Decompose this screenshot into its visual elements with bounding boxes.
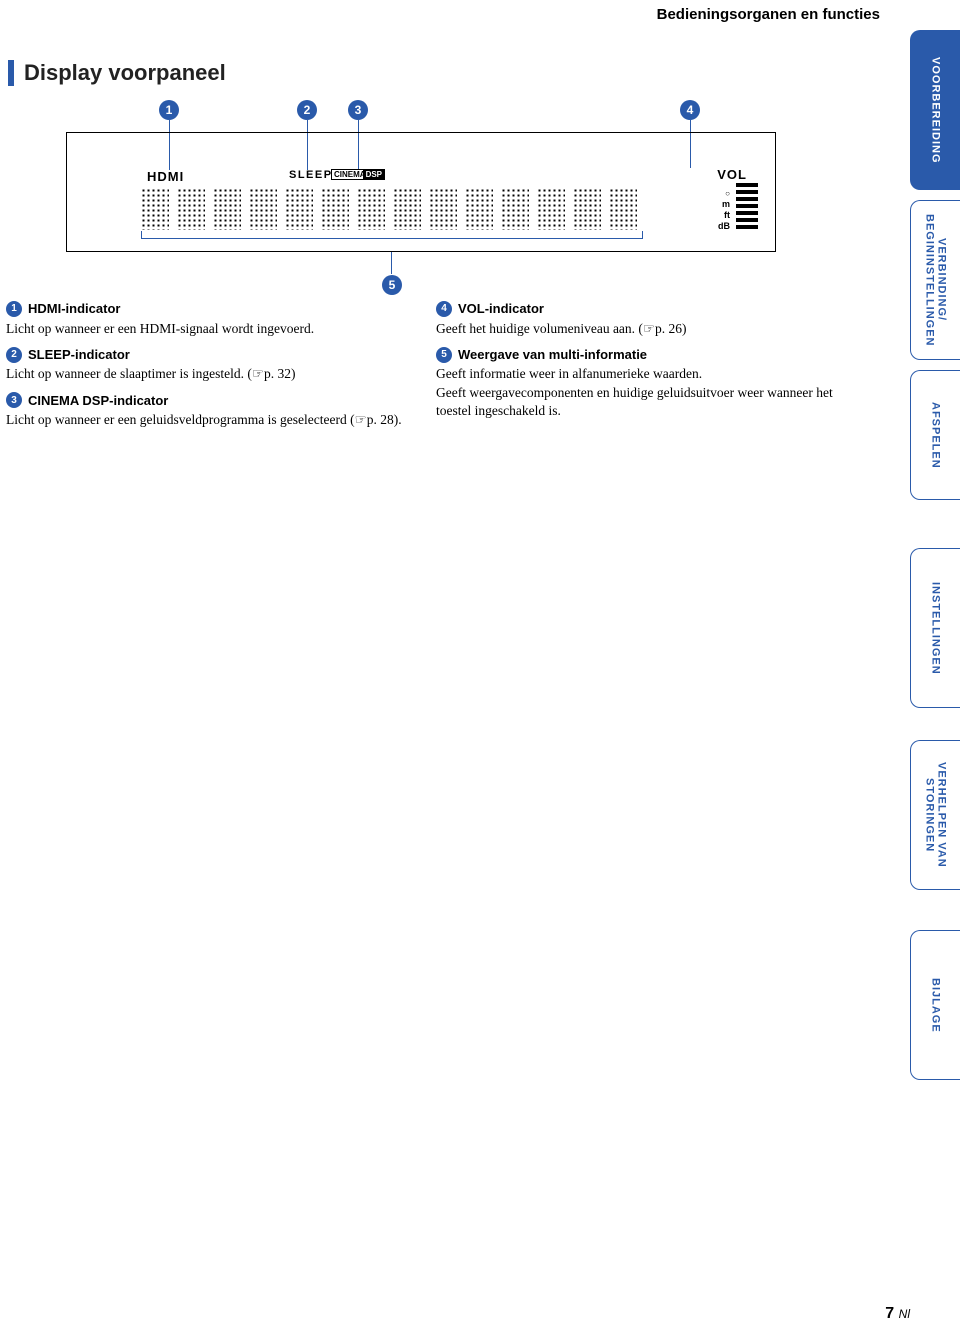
info-bracket (141, 231, 643, 239)
description-item: 2 SLEEP-indicatorLicht op wanneer de slaa… (6, 346, 416, 384)
page-number: 7 Nl (885, 1305, 910, 1323)
matrix-cell (177, 188, 205, 230)
matrix-cell (393, 188, 421, 230)
description-item: 5 Weergave van multi-informatieGeeft info… (436, 346, 846, 420)
item-number: 5 (436, 347, 452, 363)
item-body: Licht op wanneer de slaaptimer is ingest… (6, 365, 416, 383)
display-diagram: HDMI SLEEP CINEMADSP VOL ○mftdB (66, 132, 776, 252)
vol-label: VOL (717, 167, 747, 182)
tab-label: VOORBEREIDING (930, 57, 942, 164)
header-title: Bedieningsorganen en functies (657, 6, 880, 23)
matrix-cell (429, 188, 457, 230)
vol-bar (736, 204, 758, 208)
vol-bar (736, 190, 758, 194)
item-body: Geeft het huidige volumeniveau aan. (☞p.… (436, 320, 846, 338)
callout-5-circle: 5 (382, 275, 402, 295)
section-title: Display voorpaneel (8, 60, 226, 86)
vol-bar (736, 225, 758, 229)
item-number: 2 (6, 347, 22, 363)
vol-bar (736, 183, 758, 187)
item-body: Licht op wanneer er een geluidsveldprogr… (6, 411, 416, 429)
unit-label: m (718, 199, 730, 210)
item-title: CINEMA DSP-indicator (28, 392, 168, 410)
matrix-cell (501, 188, 529, 230)
item-title: SLEEP-indicator (28, 346, 130, 364)
bracket-stem (391, 252, 392, 274)
matrix-cell (537, 188, 565, 230)
matrix-cell (357, 188, 385, 230)
matrix-cell (465, 188, 493, 230)
tab-label: INSTELLINGEN (930, 582, 942, 675)
side-tab[interactable]: BIJLAGE (910, 930, 960, 1080)
item-title: VOL-indicator (458, 300, 544, 318)
matrix-cell (285, 188, 313, 230)
right-column: 4 VOL-indicator Geeft het huidige volumeni… (436, 300, 846, 437)
item-body: Geeft informatie weer in alfanumerieke w… (436, 365, 846, 420)
callout-1: 1 (159, 100, 179, 120)
matrix-cell (249, 188, 277, 230)
cinema-text: CINEMA (334, 170, 366, 179)
matrix-cell (609, 188, 637, 230)
description-item: 1 HDMI-indicator Licht op wanneer er een H… (6, 300, 416, 338)
description-item: 3 CINEMA DSP-indicatorLicht op wanneer er… (6, 392, 416, 430)
vol-bars (736, 183, 758, 232)
item-number: 4 (436, 301, 452, 317)
item-number: 3 (6, 392, 22, 408)
vol-units: ○mftdB (718, 188, 730, 232)
left-column: 1 HDMI-indicator Licht op wanneer er een H… (6, 300, 416, 437)
item-title: HDMI-indicator (28, 300, 120, 318)
vol-bar (736, 211, 758, 215)
vol-bar (736, 218, 758, 222)
hdmi-label: HDMI (147, 169, 184, 184)
tab-label: BIJLAGE (930, 978, 942, 1033)
dot-matrix-display (141, 188, 637, 230)
item-title: Weergave van multi-informatie (458, 346, 647, 364)
unit-label: ft (718, 210, 730, 221)
side-tab[interactable]: INSTELLINGEN (910, 548, 960, 708)
item-body: Licht op wanneer er een HDMI-signaal wor… (6, 320, 416, 338)
tab-label: VERHELPEN VAN STORINGEN (924, 762, 948, 868)
callout-2: 2 (297, 100, 317, 120)
callout-3: 3 (348, 100, 368, 120)
cinema-dsp-label: CINEMADSP (331, 169, 385, 180)
sleep-label: SLEEP (289, 169, 333, 181)
vol-bar (736, 197, 758, 201)
page-num-value: 7 (885, 1305, 894, 1322)
side-tab[interactable]: VERHELPEN VAN STORINGEN (910, 740, 960, 890)
callout-4: 4 (680, 100, 700, 120)
matrix-cell (213, 188, 241, 230)
unit-label: dB (718, 221, 730, 232)
tab-label: AFSPELEN (930, 402, 942, 469)
matrix-cell (573, 188, 601, 230)
side-tab[interactable]: VERBINDING/ BEGININSTELLINGEN (910, 200, 960, 360)
side-tab[interactable]: AFSPELEN (910, 370, 960, 500)
matrix-cell (321, 188, 349, 230)
description-item: 4 VOL-indicator Geeft het huidige volumeni… (436, 300, 846, 338)
item-number: 1 (6, 301, 22, 317)
matrix-cell (141, 188, 169, 230)
side-tab[interactable]: VOORBEREIDING (910, 30, 960, 190)
tab-label: VERBINDING/ BEGININSTELLINGEN (924, 214, 948, 347)
dsp-text: DSP (366, 170, 382, 179)
page-num-suffix: Nl (899, 1307, 910, 1321)
descriptions: 1 HDMI-indicator Licht op wanneer er een H… (6, 300, 846, 437)
